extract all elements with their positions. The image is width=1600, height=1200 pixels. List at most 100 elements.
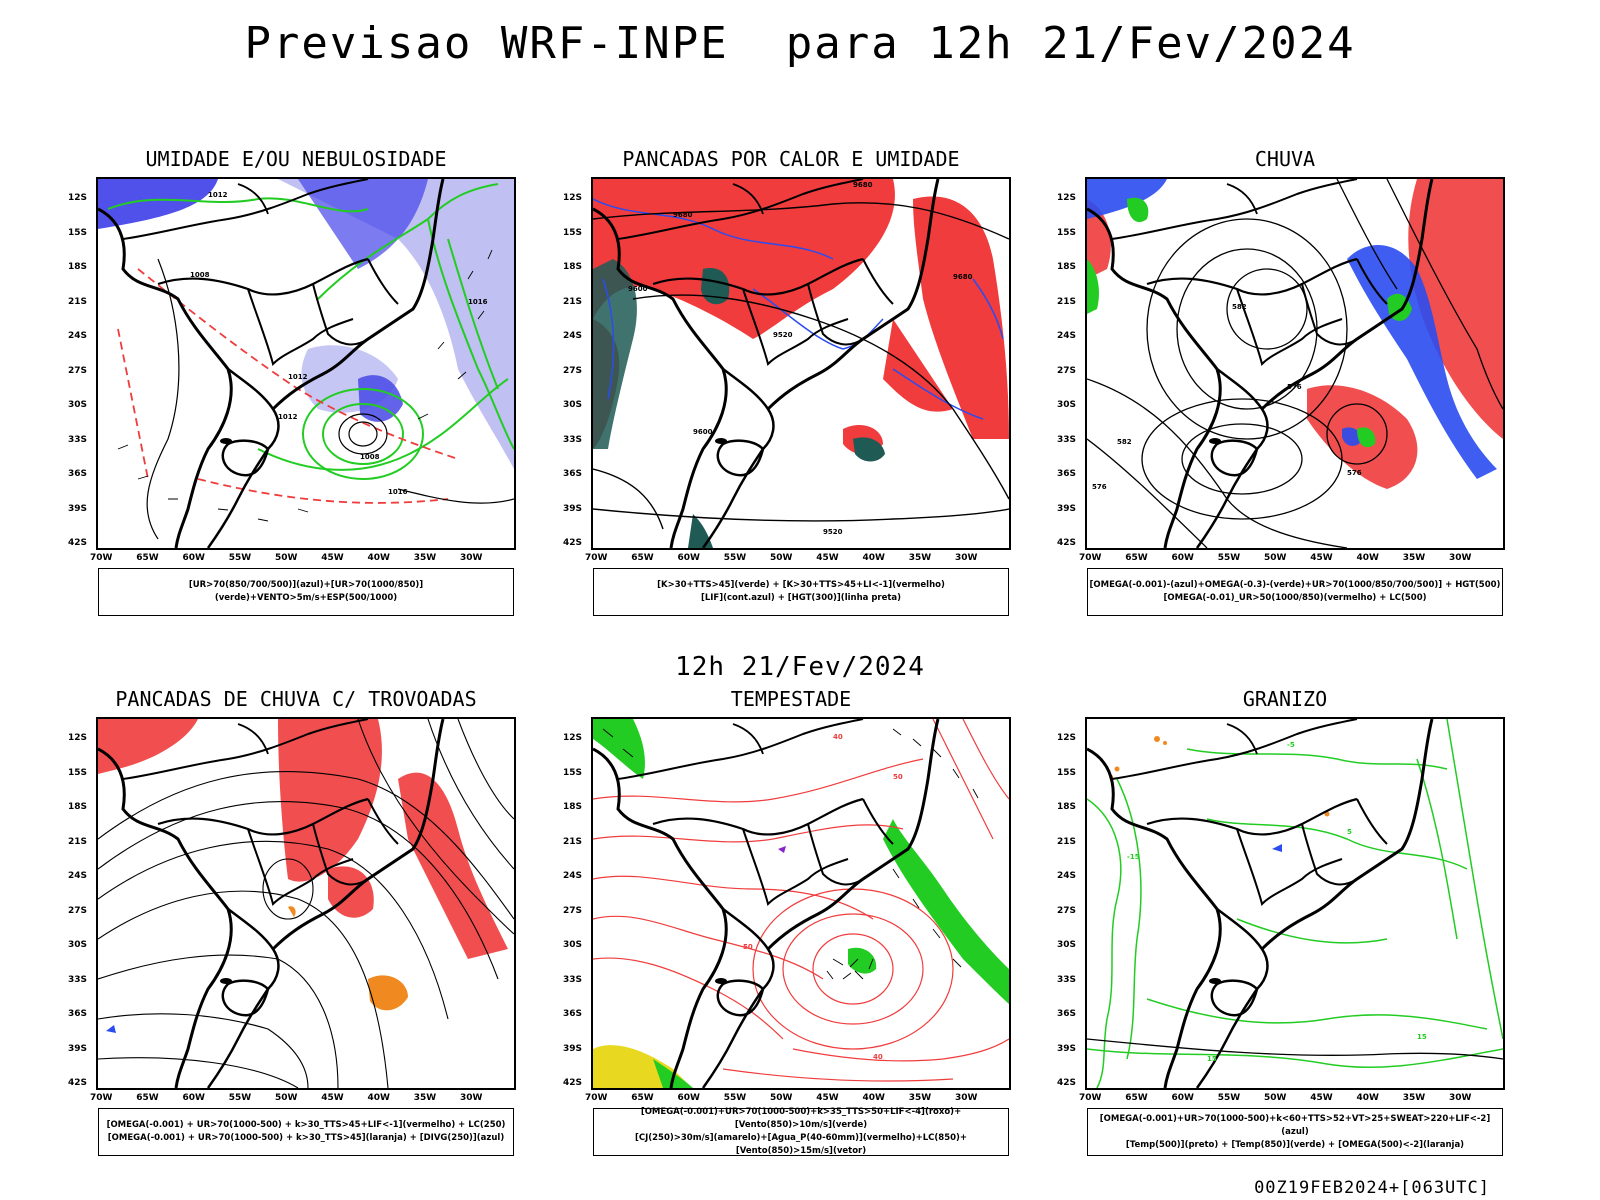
lat-tick-label: 42S (1057, 1078, 1077, 1088)
contour-label: 40 (833, 733, 843, 741)
lat-tick-label: 27S (1057, 905, 1077, 916)
panel-legend: [OMEGA(-0.001) + UR>70(1000-500) + k>30_… (98, 1108, 514, 1156)
lat-tick-label: 27S (68, 905, 88, 916)
panel-tempestade: TEMPESTADE (563, 687, 1011, 1157)
lon-tick-label: 35W (1402, 553, 1426, 563)
map-canvas: 40 50 40 50 (593, 719, 1009, 1088)
lat-tick-label: 18S (563, 262, 583, 272)
lon-tick-label: 45W (1310, 553, 1333, 563)
contour-label: 1016 (388, 488, 408, 496)
lon-tick-label: 40W (1356, 553, 1379, 563)
lon-tick-label: 30W (460, 553, 483, 563)
lat-tick-label: 12S (1057, 193, 1077, 203)
panel-title: PANCADAS POR CALOR E UMIDADE (622, 147, 960, 171)
lon-tick-label: 70W (585, 553, 608, 563)
contour-label: 576 (1092, 483, 1107, 491)
panel-legend: [OMEGA(-0.001)+UR>70(1000-500)+k<60+TTS>… (1087, 1108, 1503, 1156)
contour-label: 1016 (468, 298, 488, 306)
lat-tick-label: 39S (68, 503, 88, 514)
lon-tick-label: 30W (955, 553, 978, 563)
contour-label: 9600 (628, 285, 648, 293)
lat-tick-label: 33S (563, 974, 583, 985)
contour-label: 50 (743, 943, 753, 951)
lon-tick-label: 30W (1449, 1093, 1472, 1103)
lon-tick-label: 40W (862, 553, 885, 563)
lat-tick-label: 33S (68, 434, 88, 445)
contour-label: 582 (1117, 438, 1132, 446)
lon-tick-label: 70W (1079, 553, 1102, 563)
lat-tick-label: 39S (563, 1043, 583, 1054)
contour-label: 9680 (853, 181, 873, 189)
legend-line: [OMEGA(-0.01)_UR>50(1000/850)(vermelho) … (1163, 593, 1427, 603)
lat-tick-label: 36S (1057, 1009, 1077, 1019)
lon-tick-label: 30W (955, 1093, 978, 1103)
lat-tick-label: 42S (563, 538, 583, 548)
lat-tick-label: 33S (68, 974, 88, 985)
lat-tick-label: 30S (1057, 400, 1077, 410)
map-granizo: -15 -5 5 15 15 (1085, 717, 1505, 1090)
lat-tick-label: 42S (1057, 538, 1077, 548)
map-pancadas-calor: 9680 9680 9600 9520 9680 9520 9600 (591, 177, 1011, 550)
panel-granizo: GRANIZO -15 -5 (1057, 687, 1505, 1157)
lon-tick-label: 65W (1125, 553, 1148, 563)
lon-tick-label: 50W (770, 1093, 793, 1103)
lat-tick-label: 30S (68, 400, 88, 410)
lat-tick-label: 12S (68, 733, 88, 743)
lon-tick-label: 35W (908, 1093, 932, 1103)
lat-tick-label: 36S (1057, 469, 1077, 479)
contour-label: 1008 (190, 271, 210, 279)
lat-tick-label: 15S (563, 227, 583, 238)
lon-tick-label: 60W (182, 553, 205, 563)
lat-tick-label: 24S (563, 331, 583, 341)
map-umidade: 1012 1008 1016 1008 1012 1016 1012 (96, 177, 516, 550)
lat-tick-label: 15S (563, 767, 583, 778)
lat-tick-label: 21S (1057, 836, 1077, 847)
contour-label: 15 (1207, 1055, 1217, 1063)
lon-tick-label: 70W (90, 553, 113, 563)
lat-tick-label: 15S (68, 767, 88, 778)
lon-tick-label: 45W (816, 553, 839, 563)
panel-legend: [OMEGA(-0.001)+UR>70(1000-500)+k>35_TTS>… (593, 1107, 1009, 1156)
lon-tick-label: 60W (677, 553, 700, 563)
lon-tick-label: 70W (90, 1093, 113, 1103)
lat-tick-label: 39S (1057, 503, 1077, 514)
panel-title: PANCADAS DE CHUVA C/ TROVOADAS (115, 687, 477, 711)
lon-tick-label: 60W (1171, 1093, 1194, 1103)
contour-label: 9520 (773, 331, 793, 339)
lon-tick-label: 55W (723, 553, 747, 563)
panel-chuva: CHUVA (1057, 147, 1505, 617)
panel-title: TEMPESTADE (730, 687, 852, 711)
lon-tick-label: 50W (1264, 1093, 1287, 1103)
valid-time-title: 12h 21/Fev/2024 (675, 652, 925, 682)
legend-line: [OMEGA(-0.001)-(azul)+OMEGA(-0.3)-(verde… (1089, 580, 1501, 590)
lon-tick-label: 50W (770, 553, 793, 563)
contour-label: 40 (873, 1053, 883, 1061)
lon-tick-label: 60W (677, 1093, 700, 1103)
map-canvas: 1012 1008 1016 1008 1012 1016 1012 (98, 179, 514, 548)
lat-tick-label: 33S (1057, 434, 1077, 445)
lat-tick-label: 30S (68, 940, 88, 950)
panel-legend: [UR>70(850/700/500)](azul)+[UR>70(1000/8… (98, 568, 514, 616)
lat-tick-label: 24S (68, 331, 88, 341)
lat-tick-label: 24S (1057, 331, 1077, 341)
legend-line: [OMEGA(-0.001)+UR>70(1000-500)+k<60+TTS>… (1099, 1113, 1491, 1137)
lon-tick-label: 70W (585, 1093, 608, 1103)
panel-legend: [OMEGA(-0.001)-(azul)+OMEGA(-0.3)-(verde… (1087, 568, 1503, 616)
lat-tick-label: 21S (1057, 296, 1077, 307)
lon-tick-label: 50W (275, 553, 298, 563)
lat-tick-label: 36S (68, 469, 88, 479)
lat-tick-label: 39S (1057, 1043, 1077, 1054)
lon-tick-label: 40W (862, 1093, 885, 1103)
lon-tick-label: 55W (723, 1093, 747, 1103)
lon-tick-label: 55W (228, 553, 252, 563)
legend-line: [CJ(250)>30m/s](amarelo)+[Agua_P(40-60mm… (634, 1133, 968, 1156)
legend-line: [LIF](cont.azul) + [HGT(300)](linha pret… (700, 593, 902, 603)
lat-tick-label: 36S (68, 1009, 88, 1019)
lon-tick-label: 65W (136, 553, 159, 563)
contour-label: 9520 (823, 528, 843, 536)
panel-legend: [K>30+TTS>45](verde) + [K>30+TTS>45+LI<-… (593, 568, 1009, 616)
map-canvas: -15 -5 5 15 15 (1087, 719, 1503, 1088)
contour-label: -15 (1127, 853, 1140, 861)
lon-tick-label: 60W (1171, 553, 1194, 563)
lat-tick-label: 36S (563, 469, 583, 479)
